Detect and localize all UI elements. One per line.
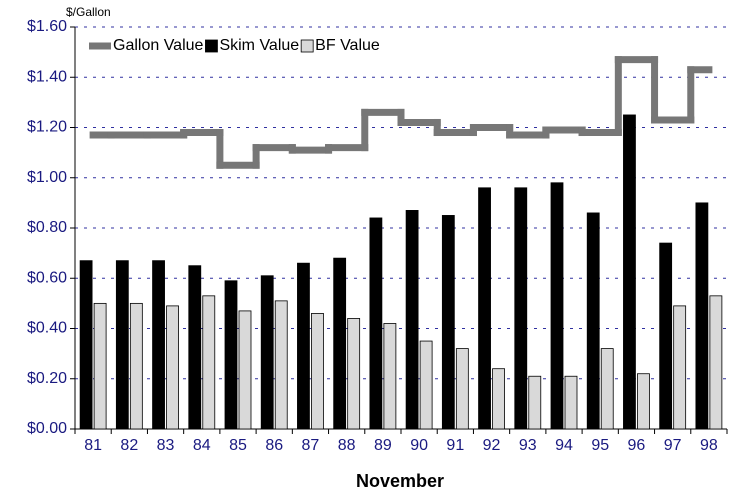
y-tick-label: $0.80 [27, 219, 67, 236]
bar [297, 262, 310, 430]
x-tick-label: 86 [265, 437, 283, 454]
bar [166, 305, 179, 430]
x-tick-label: 83 [157, 437, 175, 454]
bar [528, 375, 542, 430]
x-tick-label: 92 [483, 437, 501, 454]
bar [441, 215, 455, 430]
x-tick-label: 97 [664, 437, 682, 454]
x-tick-label: 89 [374, 437, 392, 454]
y-tick-label: $1.20 [27, 119, 67, 136]
bar [115, 260, 129, 430]
bar [188, 265, 202, 430]
bar [202, 295, 216, 430]
bar [478, 187, 491, 430]
bar [673, 305, 687, 430]
bar [492, 368, 505, 430]
x-tick-label: 98 [700, 437, 718, 454]
x-tick-label: 87 [302, 437, 320, 454]
y-tick-label: $1.40 [27, 68, 67, 85]
x-tick-label: 96 [628, 437, 646, 454]
y-axis-label: $/Gallon [66, 5, 111, 19]
legend-swatch [205, 39, 218, 53]
bar [514, 187, 528, 430]
x-tick-label: 84 [193, 437, 211, 454]
bar [152, 260, 165, 430]
x-axis-label: November [356, 471, 444, 491]
bar [383, 323, 397, 430]
y-tick-label: $0.40 [27, 320, 67, 337]
bar [419, 340, 433, 430]
x-tick-label: 95 [591, 437, 609, 454]
bar [238, 310, 252, 430]
legend-swatch [300, 39, 314, 53]
bar [564, 375, 578, 430]
bar [224, 280, 238, 430]
bar [695, 202, 709, 430]
y-tick-label: $1.00 [27, 169, 67, 186]
y-tick-label: $0.00 [27, 420, 67, 437]
y-tick-label: $0.20 [27, 370, 67, 387]
y-tick-label: $1.60 [27, 18, 67, 35]
legend-label: BF Value [315, 37, 380, 54]
bar [369, 217, 383, 430]
bar [311, 313, 324, 430]
bar [333, 257, 347, 430]
bar [405, 210, 419, 430]
bar [455, 348, 469, 430]
bar [260, 275, 274, 430]
bar [129, 302, 143, 430]
x-tick-label: 81 [84, 437, 102, 454]
x-tick-label: 82 [120, 437, 138, 454]
bar [93, 302, 107, 430]
bar [600, 348, 614, 430]
x-tick-label: 91 [446, 437, 464, 454]
bar [659, 242, 673, 430]
bar [79, 260, 93, 430]
bar [637, 373, 650, 430]
x-tick-label: 85 [229, 437, 247, 454]
x-tick-label: 88 [338, 437, 356, 454]
x-tick-label: 93 [519, 437, 537, 454]
legend-label: Gallon Value [113, 37, 204, 54]
bar [586, 212, 600, 430]
bar [709, 295, 723, 430]
bar [347, 318, 361, 430]
legend-label: Skim Value [219, 37, 299, 54]
x-tick-label: 90 [410, 437, 428, 454]
bar [550, 182, 564, 430]
y-tick-label: $0.60 [27, 269, 67, 286]
x-tick-label: 94 [555, 437, 573, 454]
bar [623, 114, 636, 430]
bar [274, 300, 288, 430]
